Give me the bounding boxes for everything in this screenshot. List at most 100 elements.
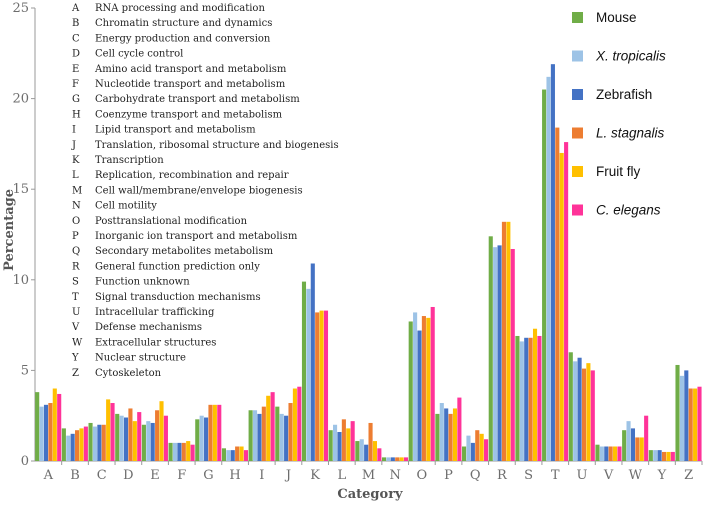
bar: [586, 363, 591, 461]
bar: [190, 444, 195, 461]
bar: [35, 392, 40, 461]
bar: [323, 310, 329, 461]
category-name: Carbohydrate transport and metabolism: [95, 94, 300, 105]
category-code: L: [72, 170, 79, 181]
bar: [128, 408, 133, 461]
bar: [430, 306, 435, 461]
bar: [604, 446, 609, 461]
bar: [199, 415, 204, 461]
bar: [119, 415, 124, 461]
bar: [88, 422, 93, 461]
bar: [248, 410, 253, 461]
bar: [70, 433, 75, 461]
bar: [186, 441, 191, 461]
x-tick-label: R: [497, 468, 508, 483]
bar: [435, 413, 440, 461]
bar: [257, 413, 262, 461]
bar: [608, 446, 613, 461]
bar: [661, 451, 667, 461]
bar: [466, 435, 471, 461]
bar: [386, 457, 391, 461]
bar: [657, 450, 662, 461]
bar: [555, 127, 560, 461]
category-name: Cell cycle control: [95, 49, 183, 60]
bar: [417, 330, 422, 461]
bar: [333, 424, 338, 461]
bar: [644, 415, 649, 461]
category-code: Q: [72, 246, 80, 257]
bar: [670, 451, 675, 461]
x-tick-label: J: [284, 468, 291, 483]
bar: [390, 457, 395, 461]
category-name: RNA processing and modification: [95, 3, 265, 14]
category-code: C: [72, 33, 80, 44]
bar: [599, 446, 604, 461]
x-tick-label: B: [70, 468, 80, 483]
bar: [622, 430, 627, 461]
category-name: Translation, ribosomal structure and bio…: [95, 140, 339, 151]
bar: [141, 424, 146, 461]
x-tick-label: F: [177, 468, 186, 483]
bar: [306, 288, 311, 461]
bar: [542, 89, 547, 461]
bar: [377, 448, 382, 461]
bar: [195, 419, 200, 461]
category-code: R: [72, 261, 80, 272]
x-tick-label: Q: [470, 468, 481, 483]
bar: [177, 442, 182, 461]
category-code: A: [71, 3, 80, 14]
bar: [61, 428, 66, 461]
legend-label: Zebrafish: [596, 87, 652, 102]
category-code: N: [72, 201, 81, 212]
x-tick-label: D: [123, 468, 133, 483]
bar: [546, 76, 551, 461]
x-tick-label: G: [203, 468, 213, 483]
bar: [462, 446, 467, 461]
bar: [444, 408, 449, 461]
category-name: Coenzyme transport and metabolism: [95, 109, 283, 120]
bar: [230, 450, 235, 461]
bar: [226, 450, 231, 461]
category-name: Nuclear structure: [95, 353, 186, 364]
legend-label: C. elegans: [596, 203, 661, 218]
bar: [617, 446, 622, 461]
category-name: Defense mechanisms: [95, 322, 202, 333]
category-code: Y: [71, 353, 79, 364]
bar: [159, 401, 164, 461]
bar: [79, 428, 84, 461]
bar: [217, 404, 222, 461]
legend: Mouse X. tropicalis Zebrafish L. stagnalis F…: [572, 10, 666, 218]
bar: [381, 457, 387, 461]
bar: [110, 403, 115, 461]
bar: [150, 422, 155, 461]
legend-swatch: [572, 204, 583, 216]
category-code: F: [72, 79, 79, 90]
bar: [653, 450, 658, 461]
category-code: T: [72, 292, 79, 303]
bar: [537, 335, 542, 461]
bar: [581, 368, 587, 461]
category-code: D: [72, 49, 80, 60]
bar: [515, 335, 520, 461]
y-tick-label: 15: [12, 182, 29, 197]
x-tick-label: C: [97, 468, 107, 483]
x-axis-title: Category: [337, 487, 403, 501]
bar: [341, 419, 346, 461]
x-tick-label: A: [43, 468, 54, 483]
legend-label: X. tropicalis: [595, 49, 666, 64]
bar: [168, 442, 173, 461]
bar: [266, 395, 271, 461]
category-code: S: [72, 277, 79, 288]
bar: [97, 424, 102, 461]
bar: [577, 357, 582, 461]
y-axis-title: Percentage: [2, 189, 17, 271]
category-name: Replication, recombination and repair: [95, 170, 289, 181]
category-name: Inorganic ion transport and metabolism: [95, 231, 298, 242]
x-tick-label: M: [362, 468, 375, 483]
category-name: Posttranslational modification: [95, 216, 248, 227]
bar: [506, 221, 511, 461]
x-tick-label: W: [629, 468, 643, 483]
category-name: Nucleotide transport and metabolism: [95, 79, 286, 90]
bar: [564, 142, 569, 461]
bar: [301, 281, 307, 461]
